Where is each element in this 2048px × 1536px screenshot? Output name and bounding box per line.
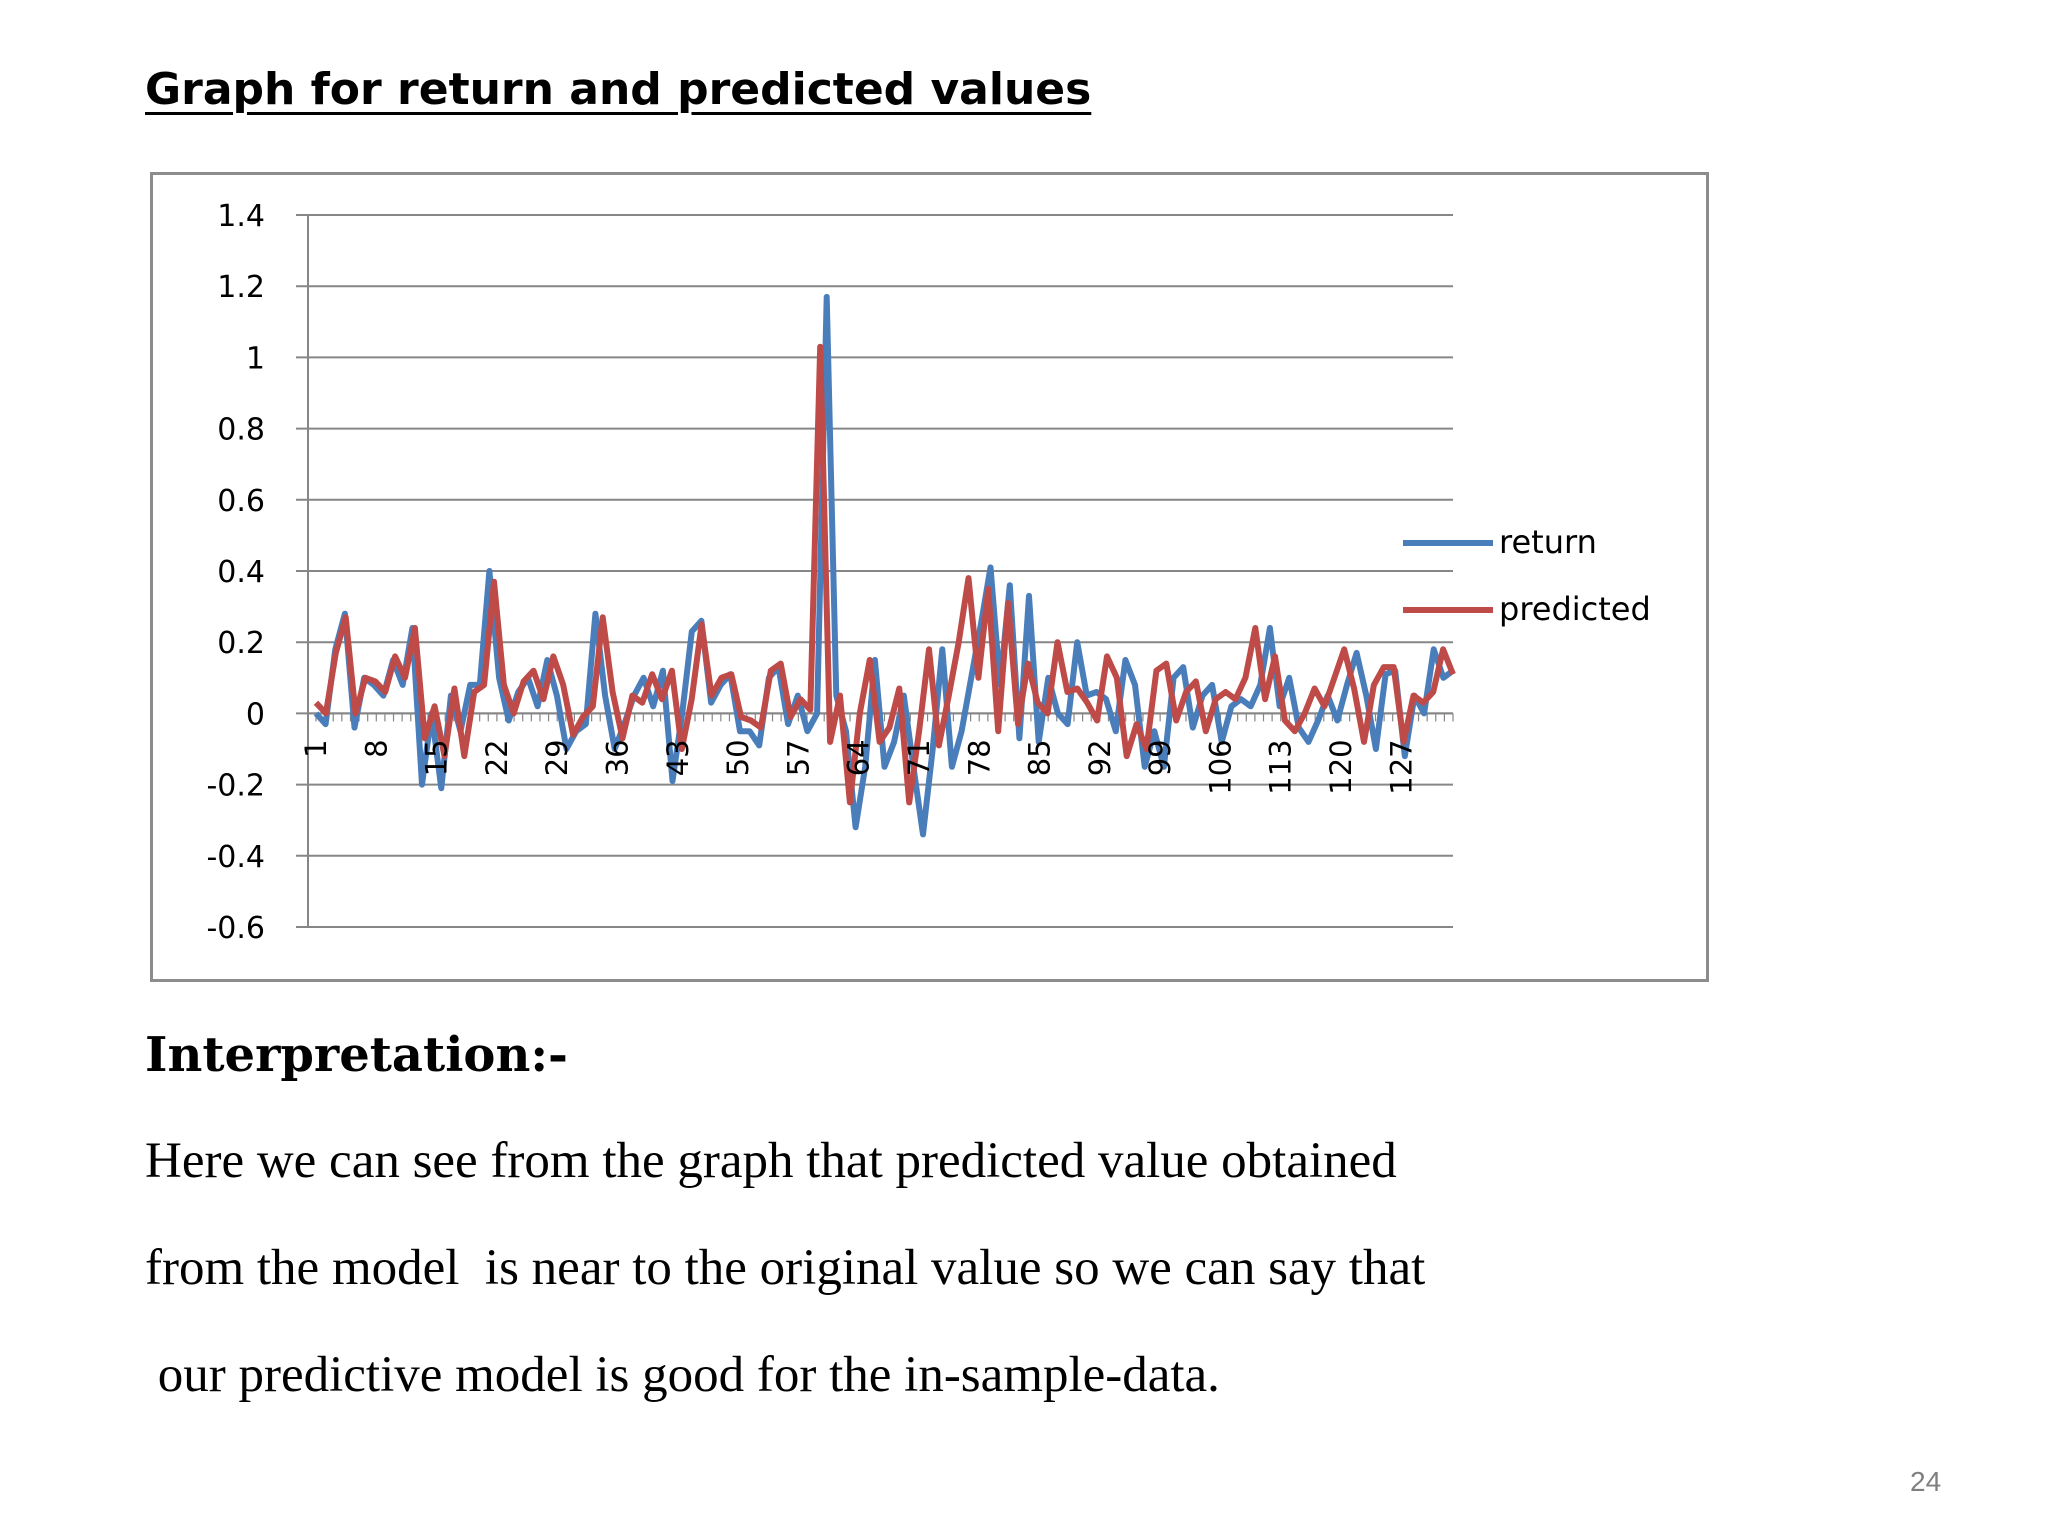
y-tick-label: -0.6 [206,911,265,946]
interpretation-heading: Interpretation:- [145,1027,568,1083]
y-tick-label: 0.8 [217,413,265,448]
x-tick-label: 120 [1324,739,1358,794]
x-tick-label: 106 [1203,739,1237,794]
x-tick-label: 71 [902,739,936,776]
x-tick-label: 50 [721,739,755,776]
series-line-predicted [313,343,1456,806]
x-tick-label: 57 [781,739,815,776]
x-tick-label: 92 [1083,739,1117,776]
slide-title: Graph for return and predicted values [145,64,1092,115]
x-tick-label: 22 [480,739,514,776]
interpretation-line-1: Here we can see from the graph that pred… [145,1133,1397,1189]
y-tick-label: 0.2 [217,626,265,661]
x-tick-label: 29 [540,739,574,776]
tick-labels: 1.4 1.2 1 0.8 0.6 0.4 0.2 0 -0.2 -0.4 -0.6 1 8 15 22 29… [206,199,1418,946]
gridlines [296,214,1453,928]
y-tick-label: 0.6 [217,484,265,519]
legend-label-return: return [1499,523,1597,561]
legend: return predicted [1403,523,1651,628]
x-tick-label: 64 [842,739,876,776]
interpretation-line-3: our predictive model is good for the in-… [145,1347,1220,1403]
x-tick-label: 8 [359,739,393,757]
y-tick-label: -0.4 [206,840,265,875]
x-tick-label: 127 [1384,739,1418,794]
y-tick-label: 1.4 [217,199,265,234]
legend-label-predicted: predicted [1499,590,1651,628]
x-tick-label: 15 [420,739,454,776]
line-chart: 1.4 1.2 1 0.8 0.6 0.4 0.2 0 -0.2 -0.4 -0.6 1 8 15 22 29… [206,199,1651,946]
x-tick-label: 85 [1023,739,1057,776]
y-tick-label: 0.4 [217,555,265,590]
x-tick-label: 1 [299,739,333,757]
series-lines [313,293,1456,838]
x-tick-label: 113 [1264,739,1298,794]
y-tick-label: 0 [246,697,265,732]
y-tick-label: -0.2 [206,769,265,804]
chart-frame: 1.4 1.2 1 0.8 0.6 0.4 0.2 0 -0.2 -0.4 -0.6 1 8 15 22 29… [150,172,1709,982]
x-tick-label: 36 [600,739,634,776]
x-tick-label: 78 [962,739,996,776]
y-tick-label: 1 [246,341,265,376]
x-tick-label: 43 [661,739,695,776]
y-tick-label: 1.2 [217,270,265,305]
page-number: 24 [1910,1466,1942,1497]
x-tick-label: 99 [1143,739,1177,776]
interpretation-line-2: from the model is near to the original v… [145,1240,1426,1296]
